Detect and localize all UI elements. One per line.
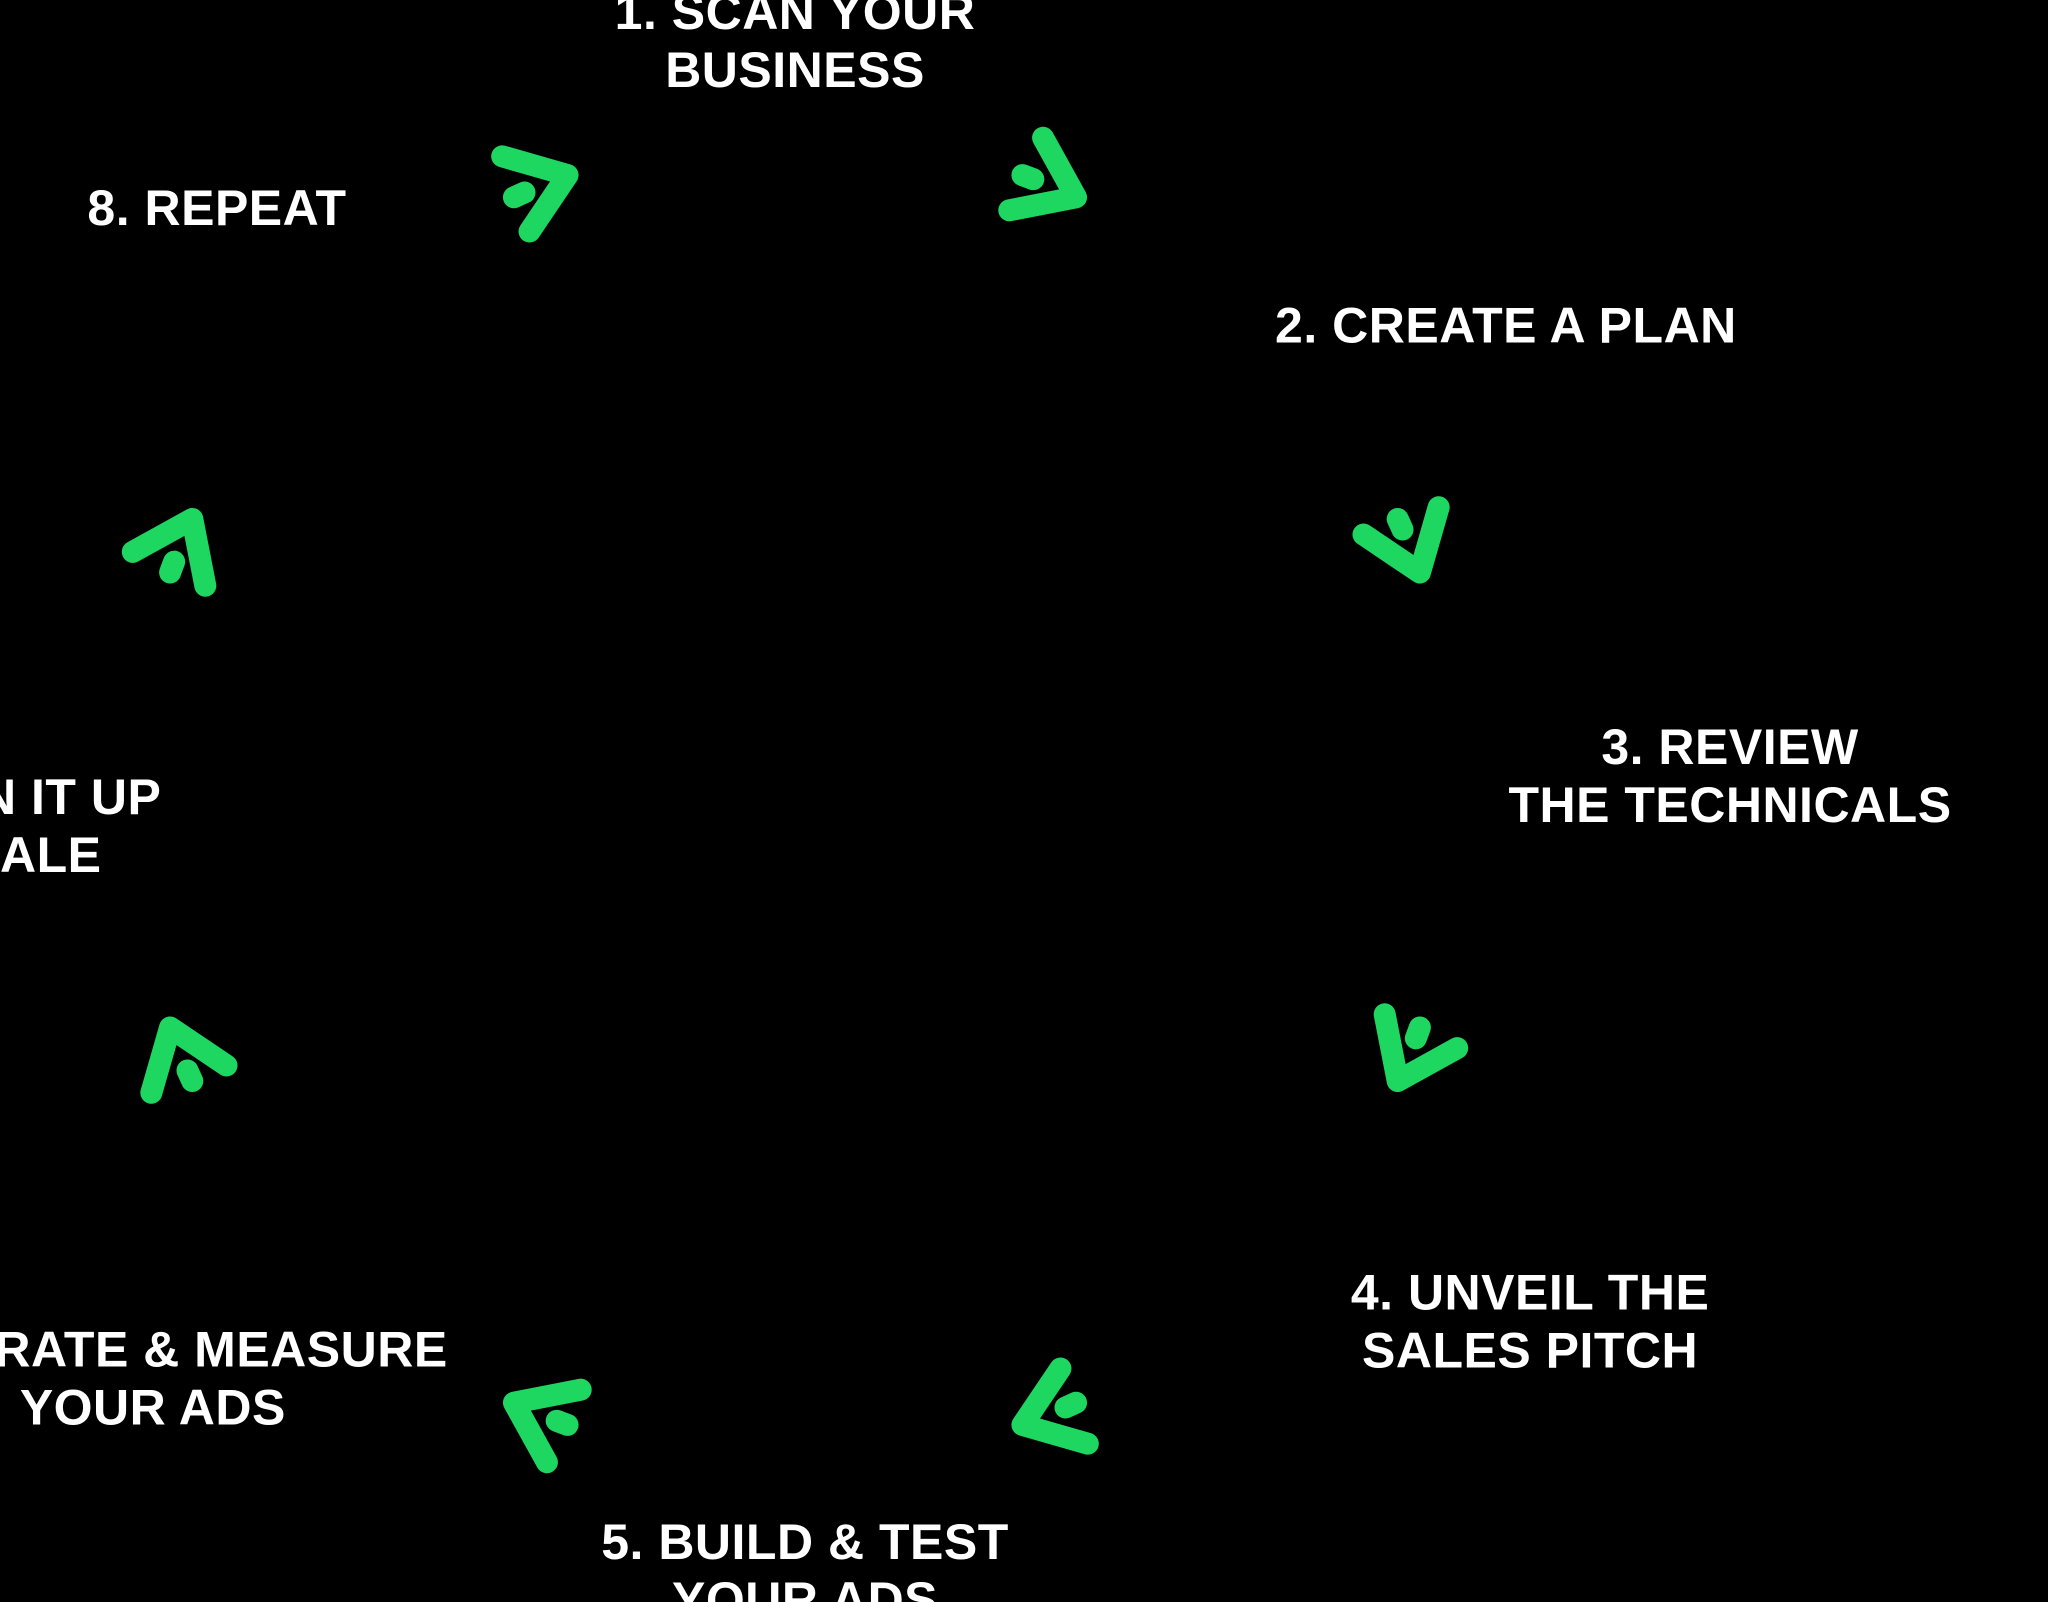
step-label-line: 3. REVIEW	[1601, 719, 1859, 775]
cycle-arrow	[187, 1070, 192, 1081]
cycle-arrow	[557, 1421, 568, 1425]
cycle-diagram: 1. SCAN YOURBUSINESS 2. CREATE A PLAN 3. R…	[0, 0, 2048, 1602]
cycle-arrow	[170, 562, 174, 573]
step-label-8: 8. REPEAT	[87, 180, 346, 236]
cycle-arrow	[1398, 519, 1403, 530]
step-label-line: 4. UNVEIL THE	[1351, 1264, 1709, 1320]
step-label-line: YOUR ADS	[20, 1379, 286, 1435]
step-label-line: 7. TURN IT UP	[0, 769, 161, 825]
step-label-line: THE TECHNICALS	[1508, 777, 1951, 833]
step-label-line: 2. CREATE A PLAN	[1275, 297, 1737, 353]
cycle-arrow	[1022, 175, 1033, 179]
step-label-line: YOUR ADS	[672, 1572, 938, 1602]
step-label-1: 1. SCAN YOURBUSINESS	[615, 0, 976, 98]
step-label-line: & SCALE	[0, 827, 101, 883]
step-label-line: 5. BUILD & TEST	[601, 1514, 1009, 1570]
step-label-line: 1. SCAN YOUR	[615, 0, 976, 40]
cycle-arrow	[514, 192, 525, 197]
cycle-arrow	[1416, 1027, 1420, 1038]
step-label-line: BUSINESS	[665, 42, 925, 98]
step-label-line: 8. REPEAT	[87, 180, 346, 236]
step-label-line: 6. ITERATE & MEASURE	[0, 1321, 448, 1377]
cycle-arrow	[1065, 1403, 1076, 1408]
step-label-2: 2. CREATE A PLAN	[1275, 297, 1737, 353]
step-label-line: SALES PITCH	[1362, 1322, 1698, 1378]
